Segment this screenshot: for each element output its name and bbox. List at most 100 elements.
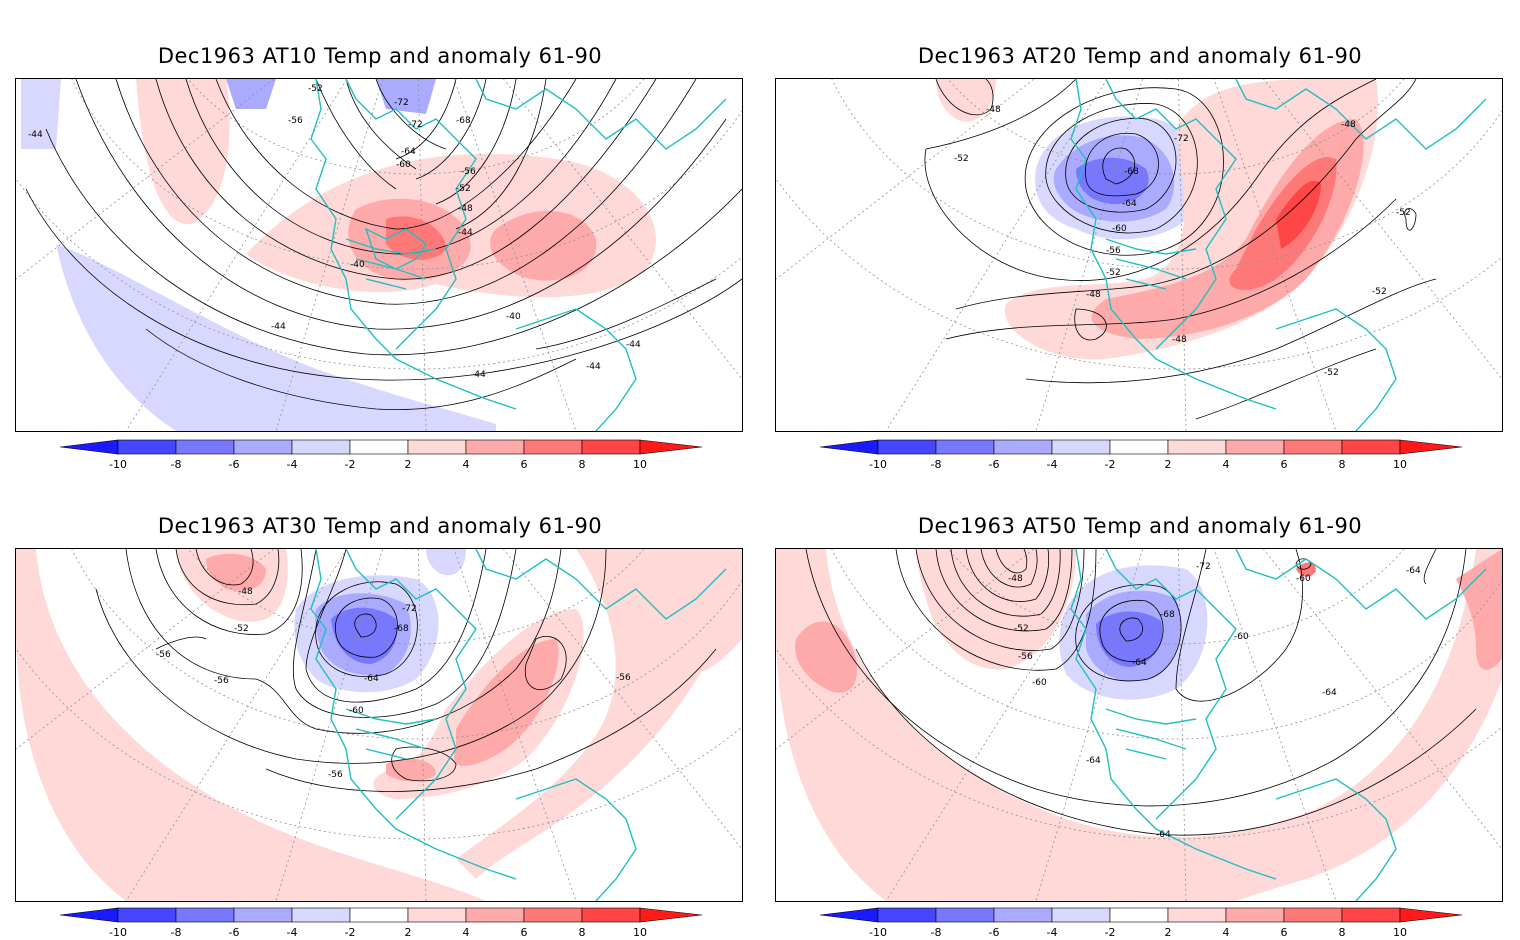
colorbar-label: 10 — [633, 926, 647, 939]
colorbar-at20: -10 -8 -6 -4 -2 2 4 6 8 10 — [820, 438, 1462, 472]
contour-label: -52 — [1372, 287, 1387, 297]
colorbar-at30: -10 -8 -6 -4 -2 2 4 6 8 10 — [60, 906, 702, 940]
colorbar-at30-graphic: -10 -8 -6 -4 -2 2 4 6 8 10 — [60, 907, 702, 939]
colorbar-label: 8 — [1339, 926, 1346, 939]
contour-label: -56 — [461, 167, 476, 177]
contour-label: -52 — [1014, 624, 1029, 634]
contour-label: -68 — [1124, 167, 1139, 177]
contour-label: -56 — [328, 770, 343, 780]
panel-title-at30: Dec1963 AT30 Temp and anomaly 61-90 — [157, 514, 603, 538]
contour-label: -44 — [586, 362, 601, 372]
colorbar-label: 6 — [1281, 458, 1288, 471]
contour-label: -56 — [214, 676, 229, 686]
colorbar-label: -2 — [345, 926, 356, 939]
contour-label: -60 — [1032, 678, 1047, 688]
colorbar-at50: -10 -8 -6 -4 -2 2 4 6 8 10 — [820, 906, 1462, 940]
contour-label: -44 — [626, 340, 641, 350]
colorbar-label: 6 — [521, 926, 528, 939]
map-at30: -48 -72 -52 -68 -56 -64 -56 -60 -56 -56 — [15, 548, 743, 902]
colorbar-label: 2 — [1165, 458, 1172, 471]
contour-label: -60 — [1112, 224, 1127, 234]
contour-label: -56 — [288, 116, 303, 126]
contour-label: -64 — [401, 147, 416, 157]
contour-label: -56 — [156, 650, 171, 660]
contour-label: -60 — [396, 160, 411, 170]
contour-label: -64 — [1086, 756, 1101, 766]
contour-label: -64 — [1322, 688, 1337, 698]
contour-label: -40 — [506, 312, 521, 322]
contour-label: -72 — [402, 604, 417, 614]
panel-title-at20: Dec1963 AT20 Temp and anomaly 61-90 — [917, 44, 1363, 68]
contour-label: -52 — [1324, 368, 1339, 378]
colorbar-at50-graphic: -10 -8 -6 -4 -2 2 4 6 8 10 — [820, 907, 1462, 939]
colorbar-label: 8 — [579, 458, 586, 471]
contour-label: -72 — [408, 120, 423, 130]
contour-label: -48 — [1008, 574, 1023, 584]
colorbar-label: -6 — [229, 926, 240, 939]
colorbar-label: -2 — [1105, 458, 1116, 471]
colorbar-label: 4 — [1223, 926, 1230, 939]
colorbar-label: 2 — [1165, 926, 1172, 939]
contour-label: -48 — [1341, 120, 1356, 130]
colorbar-at10-graphic: -10 -8 -6 -4 -2 2 4 6 8 10 — [60, 439, 702, 471]
colorbar-label: 8 — [579, 926, 586, 939]
map-at30-graphic: -48 -72 -52 -68 -56 -64 -56 -60 -56 -56 — [16, 549, 742, 901]
contour-label: -72 — [394, 98, 409, 108]
colorbar-label: -8 — [171, 926, 182, 939]
contour-label: -48 — [458, 204, 473, 214]
colorbar-label: -4 — [287, 458, 298, 471]
contour-label: -64 — [1406, 566, 1421, 576]
colorbar-label: -8 — [171, 458, 182, 471]
contour-label: -48 — [986, 105, 1001, 115]
contour-label: -64 — [1122, 199, 1137, 209]
contour-label: -56 — [1106, 246, 1121, 256]
contour-label: -60 — [1234, 632, 1249, 642]
colorbar-label: -8 — [931, 926, 942, 939]
panel-title-at50: Dec1963 AT50 Temp and anomaly 61-90 — [917, 514, 1363, 538]
contour-label: -56 — [1018, 652, 1033, 662]
colorbar-label: -8 — [931, 458, 942, 471]
contour-label: -68 — [394, 624, 409, 634]
colorbar-label: 4 — [463, 926, 470, 939]
contour-label: -44 — [471, 370, 486, 380]
colorbar-label: -4 — [287, 926, 298, 939]
colorbar-at10: -10 -8 -6 -4 -2 2 4 6 8 10 — [60, 438, 702, 472]
map-at20: -48 -72 -52 -68 -64 -60 -56 -52 -48 -48 … — [775, 78, 1503, 432]
colorbar-label: 10 — [1393, 458, 1407, 471]
colorbar-label: -4 — [1047, 458, 1058, 471]
contour-label: -60 — [349, 706, 364, 716]
colorbar-label: 2 — [405, 458, 412, 471]
contour-label: -72 — [1174, 134, 1189, 144]
map-at20-graphic: -48 -72 -52 -68 -64 -60 -56 -52 -48 -48 … — [776, 79, 1502, 431]
contour-label: -44 — [28, 130, 43, 140]
contour-label: -44 — [271, 322, 286, 332]
colorbar-label: 8 — [1339, 458, 1346, 471]
contour-label: -68 — [456, 116, 471, 126]
contour-label: -48 — [1086, 290, 1101, 300]
colorbar-label: 10 — [1393, 926, 1407, 939]
panel-title-at10: Dec1963 AT10 Temp and anomaly 61-90 — [157, 44, 603, 68]
map-at10: -52 -72 -72 -68 -56 -64 -60 -56 -52 -48 … — [15, 78, 743, 432]
map-at50-graphic: -72 -60 -64 -48 -52 -68 -56 -60 -64 -60 … — [776, 549, 1502, 901]
colorbar-label: 6 — [1281, 926, 1288, 939]
colorbar-label: 2 — [405, 926, 412, 939]
contour-label: -52 — [456, 184, 471, 194]
contour-label: -52 — [954, 154, 969, 164]
contour-label: -64 — [1156, 830, 1171, 840]
colorbar-label: -10 — [109, 926, 127, 939]
colorbar-label: -2 — [345, 458, 356, 471]
contour-label: -40 — [350, 260, 365, 270]
colorbar-label: -4 — [1047, 926, 1058, 939]
colorbar-label: -6 — [989, 458, 1000, 471]
contour-label: -44 — [458, 228, 473, 238]
contour-label: -72 — [1196, 562, 1211, 572]
colorbar-label: -6 — [229, 458, 240, 471]
contour-label: -52 — [1396, 208, 1411, 218]
contour-label: -52 — [308, 84, 323, 94]
contour-label: -60 — [1296, 574, 1311, 584]
contour-label: -48 — [238, 587, 253, 597]
colorbar-label: -10 — [869, 926, 887, 939]
contour-label: -64 — [1132, 658, 1147, 668]
map-at10-graphic: -52 -72 -72 -68 -56 -64 -60 -56 -52 -48 … — [16, 79, 742, 431]
contour-label: -52 — [234, 624, 249, 634]
